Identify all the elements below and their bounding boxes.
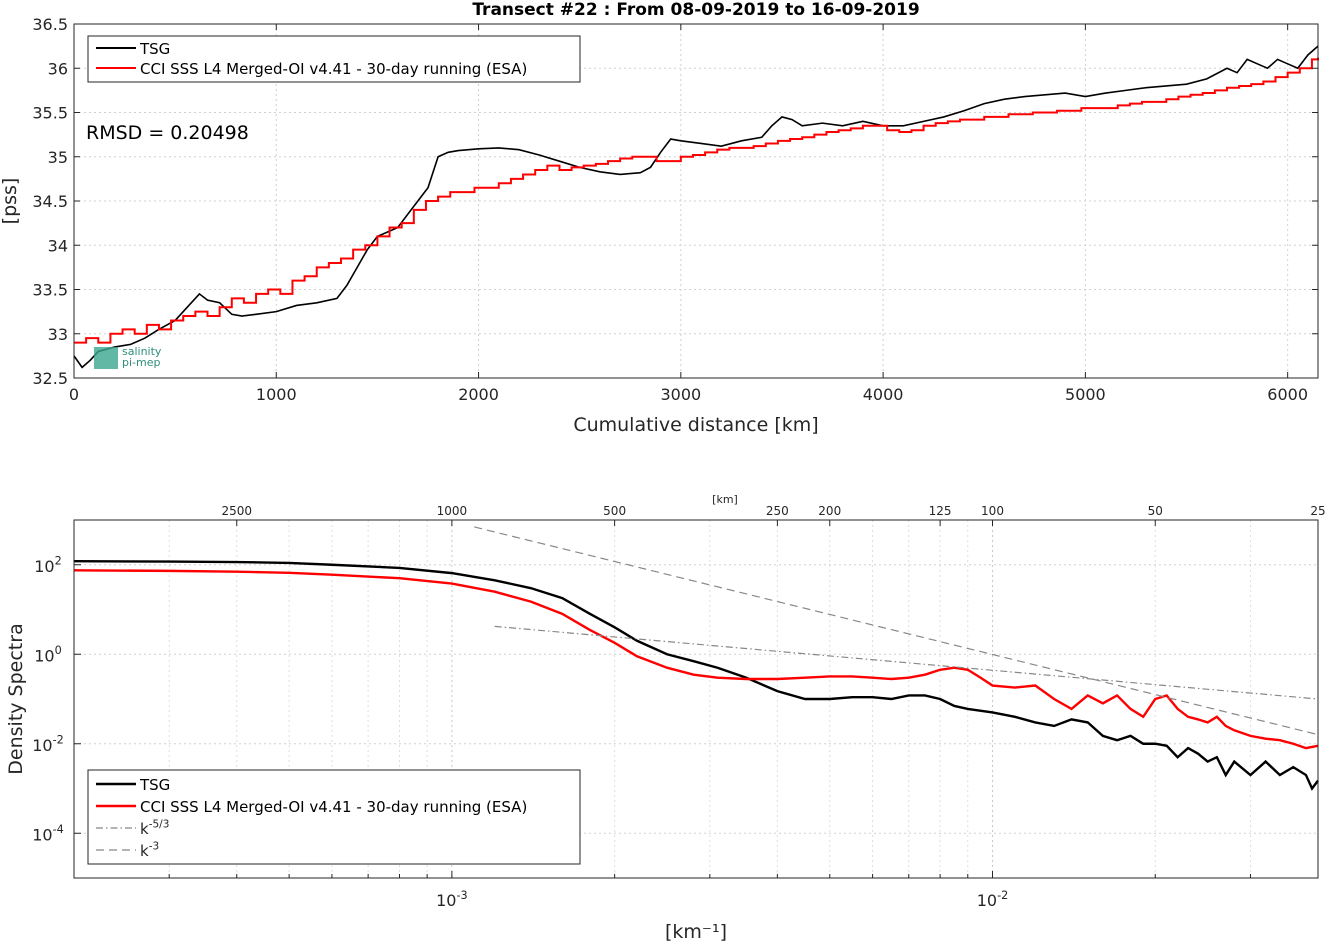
y-tick-label: 34 (48, 236, 68, 255)
legend-box (87, 769, 581, 865)
legend-label: k-5/3 (140, 818, 169, 838)
top-axis-label: [km] (712, 493, 738, 506)
y-tick-label: 35.5 (32, 104, 68, 123)
legend: TSG CCI SSS L4 Merged-OI v4.41 - 30-day r… (87, 769, 581, 865)
y-tick-label: 33.5 (32, 281, 68, 300)
top-tick-label: 500 (603, 504, 626, 518)
pimep-logo-text: salinity (122, 345, 162, 358)
spectrum-line-3 (474, 526, 1319, 736)
top-tick-label: 2500 (221, 504, 252, 518)
x-tick-label: 3000 (660, 385, 701, 404)
pimep-logo-mark (94, 347, 118, 369)
x-axis-label: [km⁻¹] (665, 921, 727, 942)
y-tick-label: 34.5 (32, 192, 68, 211)
x-tick-label: 10-3 (436, 889, 468, 910)
y-tick-label: 10-4 (32, 823, 64, 844)
x-axis-label: Cumulative distance [km] (573, 414, 818, 436)
top-tick-label: 1000 (437, 504, 468, 518)
top-tick-label: 125 (929, 504, 952, 518)
y-tick-label: 36 (48, 59, 68, 78)
series-line-tsg (73, 45, 1319, 369)
y-axis-label: [pss] (0, 178, 21, 225)
legend-label: CCI SSS L4 Merged-OI v4.41 - 30-day runn… (140, 798, 527, 816)
rmsd-annotation: RMSD = 0.20498 (86, 122, 249, 144)
pimep-logo-text: pi-mep (122, 356, 160, 369)
y-tick-label: 32.5 (32, 369, 68, 388)
legend-label: k-3 (140, 840, 159, 860)
y-tick-label: 10-2 (32, 734, 64, 755)
top-tick-label: 250 (766, 504, 789, 518)
x-tick-label: 6000 (1267, 385, 1308, 404)
legend-label: TSG (139, 40, 170, 58)
x-tick-label: 1000 (256, 385, 297, 404)
y-tick-label: 100 (34, 644, 61, 665)
y-axis-label: Density Spectra (5, 623, 27, 774)
spectrum-line-1 (73, 569, 1319, 750)
top-tick-label: 25 (1310, 504, 1325, 518)
y-tick-label: 36.5 (32, 15, 68, 34)
top-tick-label: 100 (981, 504, 1004, 518)
top-tick-label: 200 (818, 504, 841, 518)
x-tick-label: 10-2 (977, 889, 1009, 910)
y-tick-label: 33 (48, 325, 68, 344)
legend-label: TSG (139, 776, 170, 794)
x-tick-label: 2000 (458, 385, 499, 404)
x-tick-label: 4000 (863, 385, 904, 404)
legend-box (87, 35, 581, 83)
x-tick-label: 0 (69, 385, 79, 404)
y-tick-label: 102 (34, 555, 61, 576)
density-spectra-chart: 10-3 10-2 10-4 10-2 100 102 2500 1000 500 250 200 1… (5, 493, 1326, 942)
series-line-cci (74, 57, 1319, 344)
x-tick-label: 5000 (1065, 385, 1106, 404)
y-tick-label: 35 (48, 148, 68, 167)
axes-box (73, 519, 1319, 879)
spectrum-line-0 (73, 560, 1319, 791)
chart-title: Transect #22 : From 08-09-2019 to 16-09-… (472, 0, 919, 20)
legend: TSG CCI SSS L4 Merged-OI v4.41 - 30-day r… (87, 35, 581, 83)
top-tick-label: 50 (1148, 504, 1163, 518)
legend-label: CCI SSS L4 Merged-OI v4.41 - 30-day runn… (140, 60, 527, 78)
